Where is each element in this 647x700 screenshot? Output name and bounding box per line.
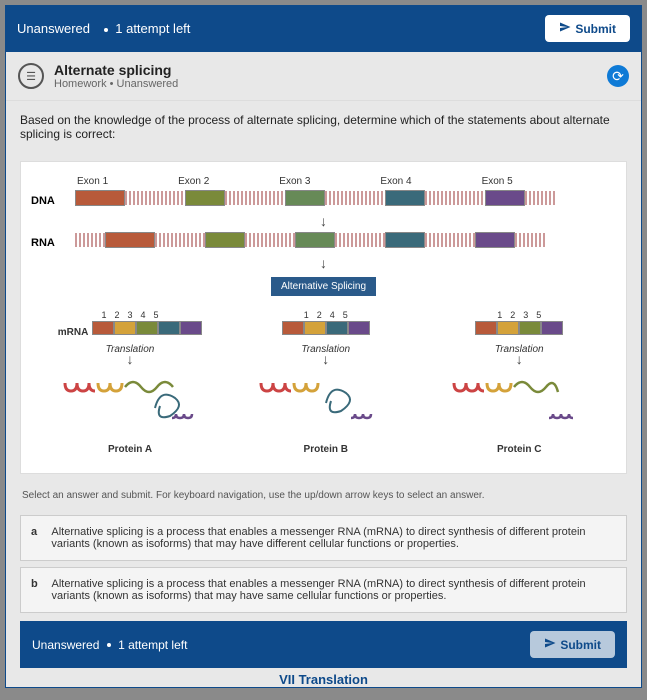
- next-section-cutoff: VII Translation: [6, 668, 641, 687]
- question-subtitle: Homework • Unanswered: [54, 78, 178, 90]
- exon-labels: Exon 1 Exon 2 Exon 3 Exon 4 Exon 5: [77, 176, 616, 187]
- option-a[interactable]: a Alternative splicing is a process that…: [20, 515, 627, 561]
- question-number-icon: ☰: [18, 63, 44, 89]
- protein-icon: [256, 373, 396, 433]
- top-header: Unanswered 1 attempt left Submit: [5, 5, 642, 52]
- exon-label: Exon 5: [482, 176, 513, 187]
- footer-bar: Unanswered 1 attempt left Submit: [20, 621, 627, 668]
- send-icon: [559, 21, 571, 36]
- option-letter: a: [31, 526, 39, 550]
- question-prompt: Based on the knowledge of the process of…: [6, 101, 641, 153]
- option-text: Alternative splicing is a process that e…: [51, 526, 616, 550]
- footer-status: Unanswered: [32, 638, 99, 652]
- splice-label: Alternative Splicing: [271, 277, 376, 296]
- question-panel: ☰ Alternate splicing Homework • Unanswer…: [5, 52, 642, 688]
- option-b[interactable]: b Alternative splicing is a process that…: [20, 567, 627, 613]
- exon-label: Exon 2: [178, 176, 209, 187]
- arrow-icon: ↓: [449, 351, 589, 367]
- arrow-icon: ↓: [31, 213, 616, 229]
- protein-icon: [60, 373, 200, 433]
- question-title-block: Alternate splicing Homework • Unanswered: [54, 62, 178, 90]
- refresh-icon[interactable]: ⟳: [607, 65, 629, 87]
- footer-submit-label: Submit: [560, 638, 601, 652]
- footer-attempts: 1 attempt left: [118, 638, 187, 652]
- variant-c: 1235 Translation ↓ Protein C: [449, 310, 589, 455]
- exon-label: Exon 3: [279, 176, 310, 187]
- rna-label: RNA: [31, 231, 71, 249]
- mrna-label: mRNA: [58, 327, 89, 338]
- arrow-icon: ↓: [58, 351, 203, 367]
- dna-row: DNA: [31, 189, 616, 207]
- variants-row: 12345 mRNA Translation ↓ Protein A 1245 …: [31, 310, 616, 455]
- submit-button[interactable]: Submit: [545, 15, 630, 42]
- option-letter: b: [31, 578, 39, 602]
- protein-name: Protein C: [449, 444, 589, 455]
- variant-a: 12345 mRNA Translation ↓ Protein A: [58, 310, 203, 455]
- protein-name: Protein A: [58, 444, 203, 455]
- option-text: Alternative splicing is a process that e…: [51, 578, 616, 602]
- arrow-icon: ↓: [256, 351, 396, 367]
- exon-label: Exon 4: [380, 176, 411, 187]
- status-area: Unanswered 1 attempt left: [17, 21, 190, 36]
- protein-name: Protein B: [256, 444, 396, 455]
- send-icon: [544, 637, 556, 652]
- dna-label: DNA: [31, 189, 71, 207]
- footer-status-area: Unanswered 1 attempt left: [32, 638, 187, 652]
- instruction-text: Select an answer and submit. For keyboar…: [6, 482, 641, 509]
- submit-label: Submit: [575, 22, 616, 36]
- variant-b: 1245 Translation ↓ Protein B: [256, 310, 396, 455]
- question-header: ☰ Alternate splicing Homework • Unanswer…: [6, 52, 641, 101]
- rna-row: RNA: [31, 231, 616, 249]
- arrow-icon: ↓: [31, 255, 616, 271]
- protein-icon: [449, 373, 589, 433]
- splicing-diagram: Exon 1 Exon 2 Exon 3 Exon 4 Exon 5 DNA ↓…: [20, 161, 627, 474]
- footer-submit-button[interactable]: Submit: [530, 631, 615, 658]
- attempts-text: 1 attempt left: [115, 21, 190, 36]
- status-text: Unanswered: [17, 21, 90, 36]
- separator-dot: [104, 28, 108, 32]
- question-title: Alternate splicing: [54, 62, 178, 78]
- exon-label: Exon 1: [77, 176, 108, 187]
- separator-dot: [107, 643, 111, 647]
